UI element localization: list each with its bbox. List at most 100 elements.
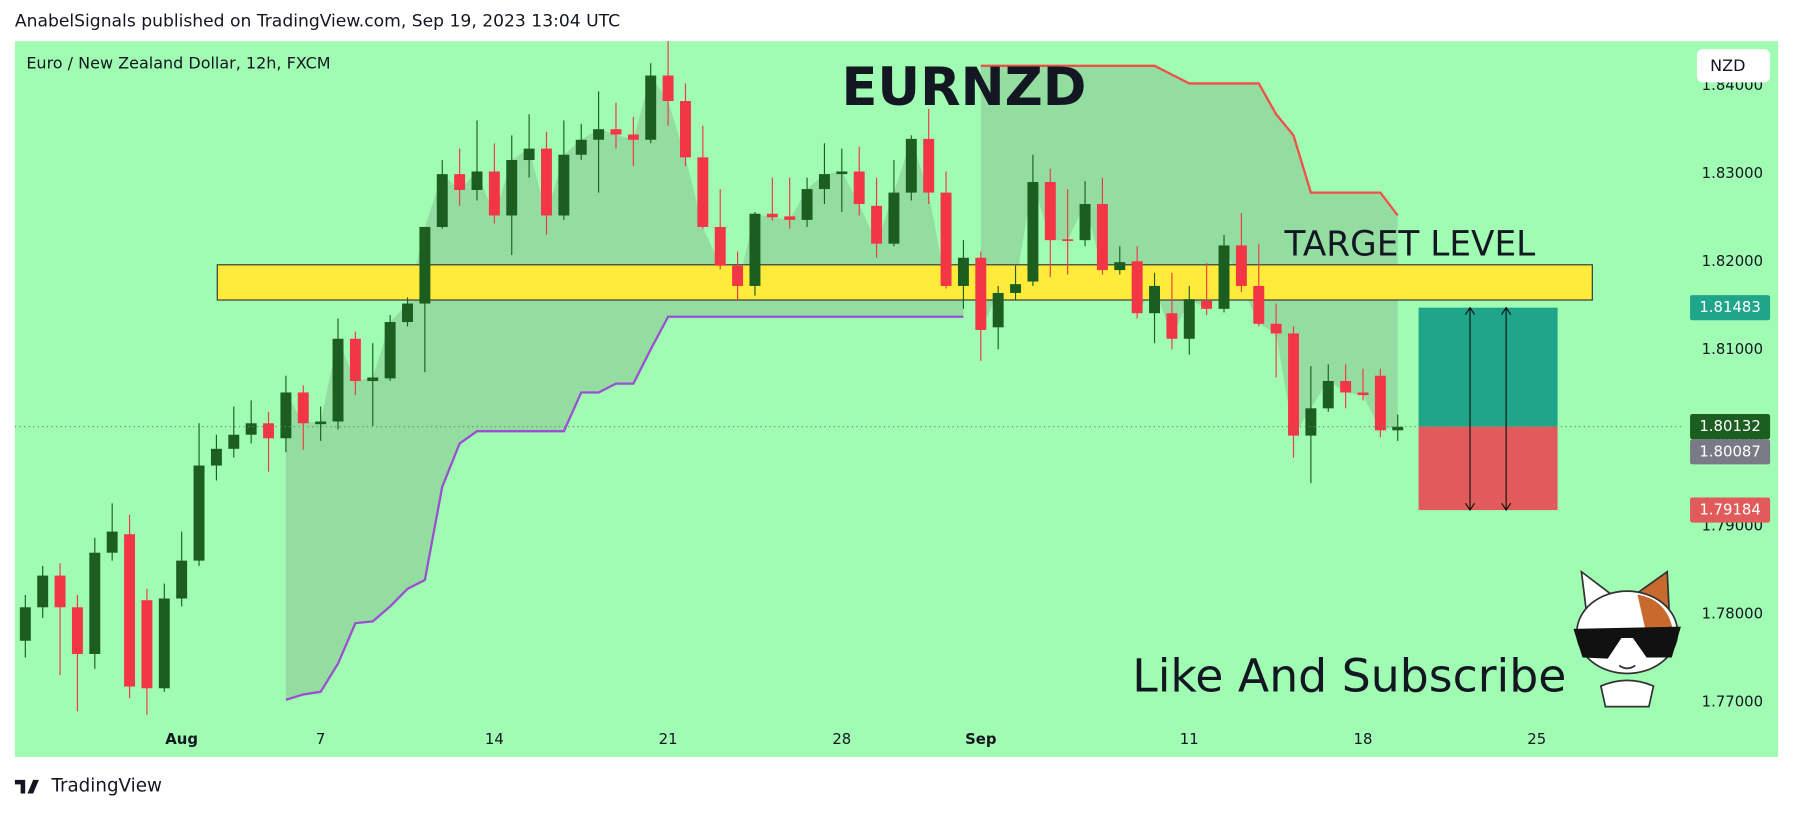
candle-body — [1270, 323, 1282, 334]
x-tick-label: Aug — [165, 730, 198, 748]
currency-box — [1696, 49, 1771, 83]
candle-body — [627, 134, 639, 140]
candle-body — [662, 75, 674, 102]
candle-body — [419, 226, 431, 304]
brand: TradingView — [50, 776, 162, 797]
candle-body — [784, 216, 796, 220]
candle-body — [297, 392, 309, 424]
price-tag-label: 1.80087 — [1699, 442, 1760, 460]
candle-body — [541, 148, 552, 216]
candle-body — [1010, 284, 1022, 293]
target-zone — [216, 264, 1593, 301]
candle-body — [871, 205, 883, 244]
candle-body — [158, 598, 170, 689]
candle-body — [1114, 262, 1126, 271]
price-tag-label: 1.81483 — [1699, 298, 1760, 316]
x-tick-label: 7 — [316, 730, 325, 748]
candle-body — [1079, 204, 1091, 241]
annotation: TARGET LEVEL — [1284, 224, 1536, 264]
candle-body — [1096, 204, 1108, 271]
price-tag — [1690, 439, 1771, 465]
candle-body — [193, 465, 205, 561]
candle-body — [888, 192, 900, 244]
candle-body — [402, 303, 413, 323]
candle-body — [593, 129, 605, 140]
candle-body — [1322, 381, 1334, 409]
price-tag-label: 1.79184 — [1699, 501, 1760, 519]
candle-body — [37, 575, 49, 608]
y-tick-label: 1.77000 — [1702, 692, 1763, 710]
x-tick-label: 18 — [1354, 730, 1373, 748]
indicator-cloud — [285, 75, 964, 700]
y-tick-label: 1.83000 — [1702, 164, 1763, 182]
candle-body — [1253, 285, 1265, 324]
candle-body — [1235, 245, 1247, 286]
candle-body — [106, 531, 118, 553]
candle-body — [1166, 313, 1178, 339]
cat-sticker — [1573, 569, 1681, 708]
candle-body — [957, 257, 969, 286]
candle-body — [210, 448, 222, 466]
plot — [14, 41, 1681, 715]
candle-body — [54, 575, 66, 608]
candle-body — [1062, 239, 1074, 241]
candle-body — [801, 189, 813, 220]
candle-body — [1218, 245, 1230, 309]
candle-body — [1305, 408, 1317, 436]
candle-body — [315, 421, 327, 425]
candle-body — [714, 226, 726, 266]
candle-body — [141, 600, 153, 689]
axes: 1.770001.780001.790001.800001.810001.820… — [165, 76, 1771, 748]
x-tick-label: 14 — [485, 730, 504, 748]
candle-body — [1340, 381, 1352, 393]
candle-body — [558, 154, 570, 216]
y-tick-label: 1.78000 — [1702, 604, 1763, 622]
candle-body — [1374, 375, 1386, 431]
candle-body — [1044, 182, 1056, 241]
price-tag — [1690, 295, 1771, 321]
candle-body — [176, 560, 188, 599]
candle-body — [332, 338, 344, 422]
candle-body — [1288, 333, 1299, 436]
candle-body — [1201, 300, 1213, 309]
candle-body — [384, 322, 396, 379]
candle-body — [575, 139, 587, 155]
price-tag — [1690, 414, 1771, 440]
candle-body — [749, 213, 761, 286]
candle-body — [853, 171, 865, 205]
candle-body — [263, 423, 275, 439]
x-tick-label: 11 — [1180, 730, 1199, 748]
candle-body — [1183, 299, 1195, 339]
candle-body — [89, 552, 101, 654]
candle-body — [523, 148, 535, 161]
candle-body — [610, 129, 622, 135]
candle-body — [818, 174, 830, 190]
candle-body — [697, 157, 709, 227]
candle-body — [19, 607, 31, 641]
candle-body — [228, 434, 240, 449]
candle-body — [1357, 392, 1369, 396]
x-tick-label: 25 — [1527, 730, 1546, 748]
candle-body — [923, 138, 935, 193]
candle-body — [679, 101, 691, 158]
candle-body — [506, 160, 518, 216]
y-tick-label: 1.82000 — [1702, 252, 1763, 270]
indicator-line — [285, 315, 964, 701]
x-tick-label: Sep — [965, 730, 996, 748]
candle-body — [280, 392, 292, 439]
candle-body — [940, 192, 952, 286]
currency: NZD — [1710, 56, 1745, 75]
annotation: Like And Subscribe — [1132, 650, 1566, 703]
candle-body — [732, 265, 744, 286]
candle-body — [436, 174, 448, 227]
indicator-line — [980, 64, 1399, 217]
candle-body — [454, 174, 466, 190]
candle-body — [71, 607, 83, 654]
candle-body — [975, 257, 987, 330]
candle-body — [471, 171, 483, 190]
arrow-head — [1464, 306, 1476, 512]
x-tick-label: 28 — [832, 730, 851, 748]
candle-body — [905, 138, 917, 193]
